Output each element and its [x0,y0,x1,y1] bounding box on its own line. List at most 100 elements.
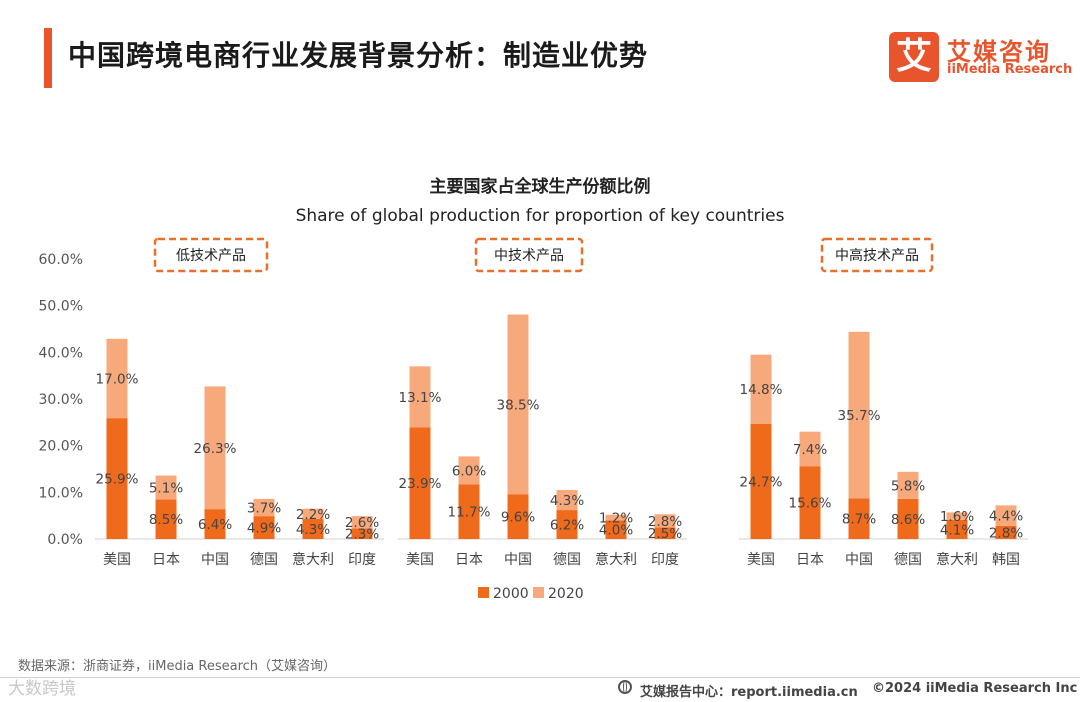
copyright-text: ©2024 iiMedia Research Inc [872,681,1078,696]
data-label-2020: 6.0% [452,463,486,479]
legend-label-2000: 2000 [493,586,529,602]
bar-2000 [409,427,431,539]
category-label: 美国 [406,552,434,568]
y-tick-label: 0.0% [47,532,83,548]
data-label-2020: 2.6% [345,515,379,531]
category-label: 意大利 [292,551,334,568]
bar-2000 [897,498,919,539]
data-label-2000: 4.0% [599,523,633,539]
bar-2000 [302,518,324,539]
data-label-2000: 8.6% [891,512,925,528]
bar-2000 [556,510,578,539]
data-label-2000: 8.5% [149,512,183,528]
data-label-2000: 23.9% [399,476,442,492]
data-label-2020: 7.4% [793,442,827,458]
y-tick-label: 30.0% [39,392,83,408]
category-label: 德国 [553,552,581,568]
bar-2020 [995,505,1017,526]
bar-2020 [799,431,821,467]
bar-2000 [605,520,627,539]
logo-mark-icon: 艾 [889,32,939,82]
bar-2000 [106,418,128,539]
category-label: 中国 [201,552,229,568]
data-label-2020: 26.3% [194,441,237,457]
bar-2020 [106,338,128,419]
logo-chinese-name: 艾媒咨询 [947,38,1051,66]
bar-2020 [946,512,968,520]
bar-2020 [750,354,772,424]
bar-2020 [556,490,578,511]
data-label-2020: 14.8% [740,382,783,398]
logo-english-name: iiMedia Research [947,62,1073,77]
group-label: 低技术产品 [176,248,246,264]
data-label-2020: 5.8% [891,478,925,494]
y-tick-label: 50.0% [39,299,83,315]
bar-2020 [253,498,275,517]
group-label: 中技术产品 [494,248,564,264]
y-tick-label: 60.0% [39,252,83,268]
category-label: 美国 [747,552,775,568]
data-label-2000: 8.7% [842,512,876,528]
category-label: 日本 [455,552,483,568]
data-label-2020: 1.2% [599,511,633,527]
bar-2000 [848,498,870,539]
category-label: 日本 [152,552,180,568]
bar-2000 [750,423,772,539]
bar-2020 [409,366,431,428]
group-label-box [820,237,934,273]
data-label-2020: 1.6% [940,509,974,525]
bar-2000 [995,525,1017,539]
category-label: 中国 [504,552,532,568]
bar-2020 [458,456,480,485]
data-label-2000: 25.9% [96,472,139,488]
data-label-2000: 15.6% [789,496,832,512]
category-label: 意大利 [936,551,978,568]
data-label-2000: 4.3% [296,522,330,538]
bar-2020 [848,331,870,499]
data-label-2000: 9.6% [501,510,535,526]
bar-2000 [458,484,480,539]
page-title: 中国跨境电商行业发展背景分析：制造业优势 [68,39,649,72]
bar-2000 [155,499,177,539]
watermark: 大数跨境 [8,679,76,699]
report-center-link[interactable]: 艾媒报告中心：report.iimedia.cn [640,685,858,700]
bar-2020 [302,508,324,519]
data-label-2020: 4.3% [550,493,584,509]
bar-2000 [654,527,676,539]
data-label-2000: 2.8% [989,525,1023,541]
bar-2000 [507,494,529,539]
category-label: 印度 [348,552,376,568]
data-label-2000: 6.2% [550,518,584,534]
data-label-2000: 2.5% [648,526,682,542]
legend-swatch-2020 [533,587,544,598]
chart-title: 主要国家占全球生产份额比例 [429,177,651,197]
stacked-bar-chart: 0.0% 10.0% 20.0% 30.0% 40.0% 50.0% 60.0% 低技术产品 2… [39,237,1028,602]
bar-2020 [897,471,919,499]
group-label: 中高技术产品 [835,247,919,264]
title-accent-bar [44,28,52,88]
y-tick-label: 20.0% [39,439,83,455]
y-tick-label: 40.0% [39,345,83,361]
bar-2000 [799,466,821,539]
category-label: 日本 [796,552,824,568]
bar-2000 [253,516,275,539]
bar-2020 [507,314,529,495]
data-source-note: 数据来源：浙商证券，iiMedia Research（艾媒咨询） [18,659,337,674]
globe-icon [618,680,632,694]
data-label-2020: 13.1% [399,390,442,406]
data-label-2000: 4.1% [940,522,974,538]
footer-divider [0,677,1080,678]
category-label: 中国 [845,552,873,568]
bar-2020 [204,386,226,510]
data-label-2020: 4.4% [989,509,1023,525]
iimedia-logo[interactable]: 艾 艾媒咨询 iiMedia Research [889,32,1072,82]
category-label: 美国 [103,552,131,568]
bar-2020 [351,516,373,529]
data-label-2020: 35.7% [838,408,881,424]
bar-2000 [204,509,226,539]
data-label-2020: 2.2% [296,507,330,523]
data-label-2020: 3.7% [247,501,281,517]
category-label: 意大利 [595,551,637,568]
group-label-box [474,237,584,273]
bar-2020 [654,514,676,528]
